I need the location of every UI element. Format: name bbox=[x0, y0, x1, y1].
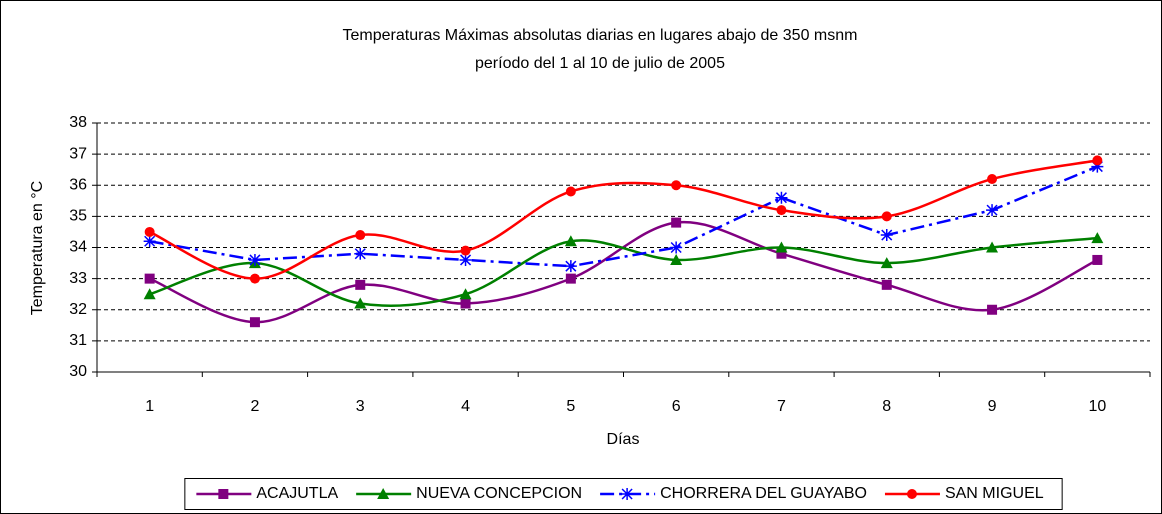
marker bbox=[986, 204, 999, 217]
marker bbox=[906, 489, 917, 499]
marker bbox=[776, 205, 787, 216]
marker bbox=[354, 297, 367, 309]
marker bbox=[459, 288, 472, 300]
y-tick-label: 30 bbox=[69, 363, 87, 380]
marker bbox=[218, 489, 229, 499]
x-tick-label: 6 bbox=[672, 398, 681, 415]
marker bbox=[249, 317, 260, 328]
marker bbox=[143, 288, 156, 300]
marker bbox=[987, 304, 998, 315]
x-tick-label: 3 bbox=[356, 398, 365, 415]
x-tick-label: 8 bbox=[882, 398, 891, 415]
x-axis-label: Días bbox=[607, 431, 640, 448]
y-tick-label: 37 bbox=[69, 145, 87, 162]
marker bbox=[880, 229, 893, 242]
marker bbox=[564, 235, 577, 247]
series-line bbox=[149, 236, 1098, 307]
marker bbox=[248, 253, 261, 266]
marker bbox=[1091, 232, 1104, 244]
series-line bbox=[149, 159, 1098, 280]
marker bbox=[249, 273, 260, 284]
marker bbox=[986, 241, 999, 253]
x-tick-label: 9 bbox=[988, 398, 997, 415]
y-tick-label: 33 bbox=[69, 270, 87, 287]
marker bbox=[881, 279, 892, 290]
marker bbox=[355, 230, 366, 241]
legend-label: NUEVA CONCEPCION bbox=[416, 485, 582, 502]
marker bbox=[671, 217, 682, 228]
marker bbox=[355, 279, 366, 290]
x-tick-label: 7 bbox=[777, 398, 786, 415]
x-tick-label: 10 bbox=[1088, 398, 1106, 415]
y-tick-label: 31 bbox=[69, 332, 87, 349]
marker bbox=[565, 273, 576, 284]
x-tick-label: 5 bbox=[566, 398, 575, 415]
marker bbox=[1091, 160, 1104, 173]
marker bbox=[880, 257, 893, 269]
marker bbox=[143, 235, 156, 248]
marker bbox=[564, 260, 577, 273]
legend-label: SAN MIGUEL bbox=[945, 485, 1044, 502]
x-tick-label: 2 bbox=[250, 398, 259, 415]
chart-title: Temperaturas Máximas absolutas diarias e… bbox=[343, 27, 858, 44]
marker bbox=[987, 174, 998, 185]
marker bbox=[1092, 155, 1103, 166]
legend-label: ACAJUTLA bbox=[256, 485, 338, 502]
marker bbox=[776, 248, 787, 259]
marker bbox=[775, 241, 788, 253]
marker bbox=[670, 241, 683, 254]
y-tick-label: 35 bbox=[69, 208, 87, 225]
marker bbox=[671, 180, 682, 191]
y-tick-label: 32 bbox=[69, 301, 87, 318]
x-tick-label: 4 bbox=[461, 398, 470, 415]
y-tick-label: 36 bbox=[69, 176, 87, 193]
marker bbox=[459, 253, 472, 266]
marker bbox=[621, 488, 634, 500]
marker bbox=[354, 247, 367, 260]
marker bbox=[460, 245, 471, 256]
marker bbox=[144, 273, 155, 284]
marker bbox=[1092, 254, 1103, 265]
marker bbox=[881, 211, 892, 222]
y-tick-label: 34 bbox=[69, 239, 87, 256]
marker bbox=[775, 191, 788, 204]
chart-subtitle: período del 1 al 10 de julio de 2005 bbox=[475, 55, 725, 72]
x-tick-label: 1 bbox=[145, 398, 154, 415]
marker bbox=[460, 298, 471, 309]
y-axis-label: Temperatura en °C bbox=[29, 181, 46, 315]
marker bbox=[144, 226, 155, 237]
series-line bbox=[149, 165, 1098, 268]
marker bbox=[565, 186, 576, 197]
legend-label: CHORRERA DEL GUAYABO bbox=[660, 485, 867, 502]
y-tick-label: 38 bbox=[69, 114, 87, 131]
marker bbox=[377, 488, 390, 499]
marker bbox=[670, 253, 683, 265]
